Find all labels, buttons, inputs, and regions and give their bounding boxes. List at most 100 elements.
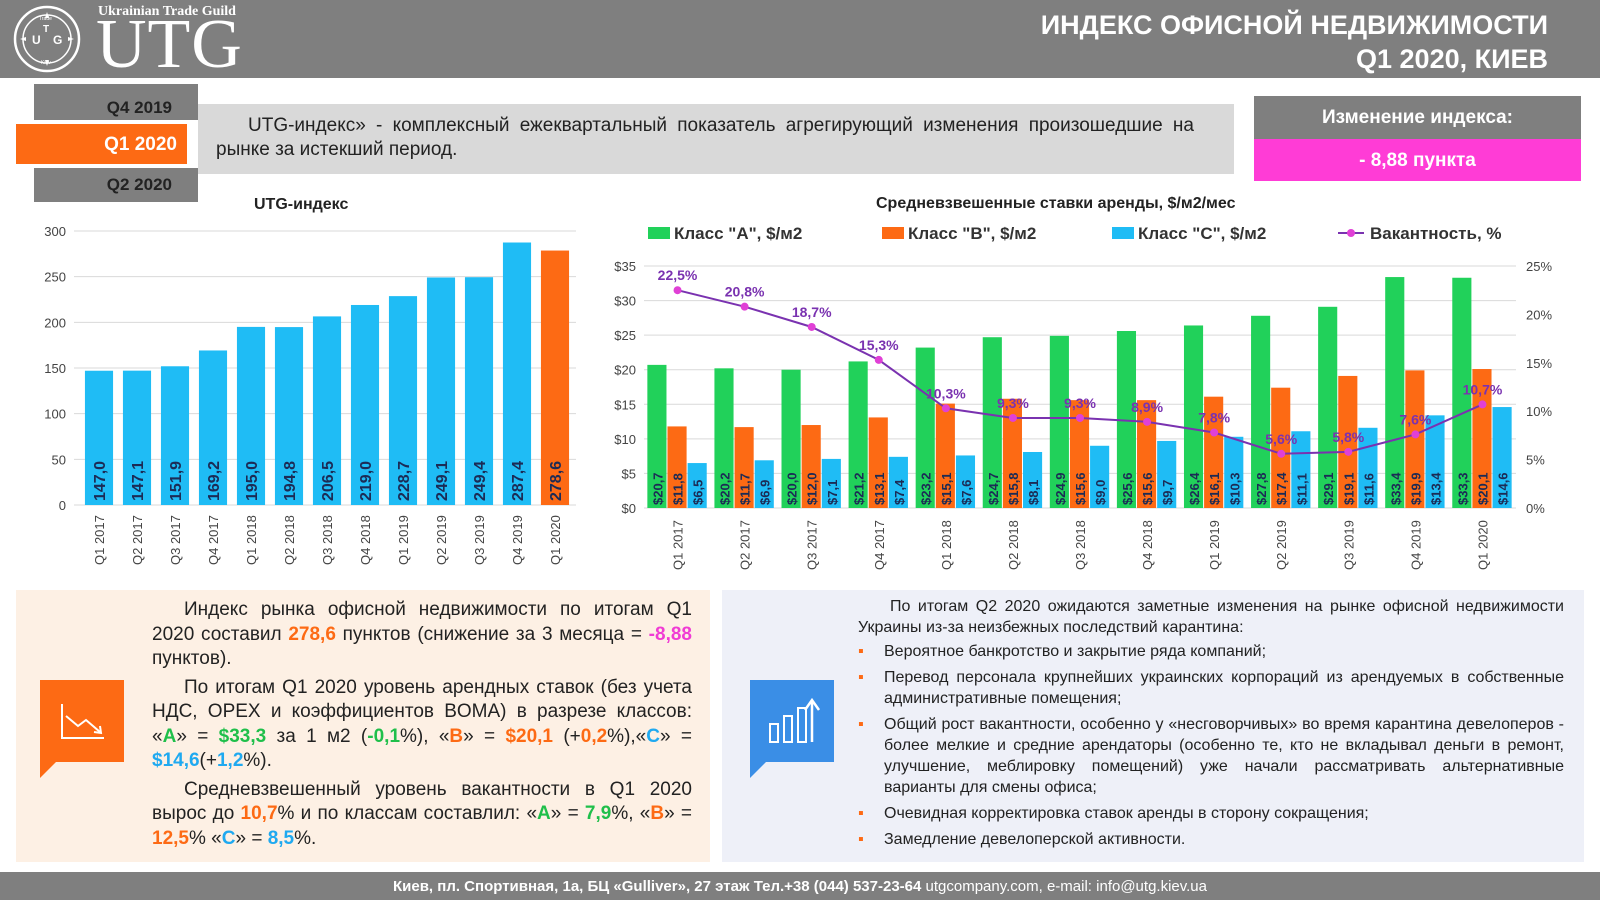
x-tick-label: Q2 2017: [738, 520, 753, 570]
bar: [801, 425, 821, 508]
legend-label: Класс "С", $/м2: [1138, 224, 1266, 243]
quarter-prev-button[interactable]: Q4 2019: [34, 84, 198, 120]
data-label: $14,6: [1496, 472, 1511, 505]
data-label: $20,2: [717, 472, 732, 505]
y-tick-label: 100: [44, 407, 66, 422]
bar: [1049, 335, 1069, 508]
bar: [982, 337, 1002, 508]
legend-label: Класс "В", $/м2: [908, 224, 1036, 243]
data-label: 249,4: [472, 461, 489, 501]
y-tick-label: $0: [622, 501, 636, 516]
vacancy-label: 7,8%: [1198, 409, 1230, 425]
rent-rates-chart: $0 $5 $10 $15 $20 $25 $30 $35 0% 5% 10% 15% 20% 25% Кл…: [614, 224, 1552, 570]
data-label: $15,8: [1006, 472, 1021, 505]
summary-rent-text: По итогам Q1 2020 уровень арендных ставо…: [152, 676, 692, 772]
bar: [274, 327, 304, 505]
list-item: ▪ Общий рост вакантности, особенно у «нес…: [858, 716, 1564, 796]
data-label: $33,3: [1455, 472, 1470, 505]
rent-rates-chart-title: Средневзвешенные ставки аренды, $/м2/мес: [876, 195, 1236, 212]
legend-marker: [1347, 229, 1355, 237]
y-tick-label: $35: [614, 259, 636, 274]
bar: [1204, 396, 1224, 508]
bar: [1271, 387, 1291, 508]
footer: Киев, пл. Спортивная, 1а, БЦ «Gulliver»,…: [0, 872, 1600, 900]
vacancy-label: 9,3%: [997, 395, 1029, 411]
y2-tick-label: 15%: [1526, 356, 1552, 371]
vacancy-point: [1076, 413, 1084, 422]
x-tick-label: Q1 2019: [396, 515, 411, 565]
bar: [1385, 277, 1405, 508]
vacancy-label: 15,3%: [859, 337, 899, 353]
footer-contacts[interactable]: utgcompany.com, e-mail: info@utg.kiev.ua: [921, 878, 1207, 895]
emblem-letter: G: [53, 33, 62, 47]
bar: [1090, 445, 1110, 508]
legend-marker: [648, 227, 670, 239]
vacancy-point: [874, 355, 883, 364]
bar: [1318, 306, 1338, 508]
data-label: 278,6: [548, 461, 565, 501]
data-label: $20,0: [785, 472, 800, 505]
data-label: $20,1: [1475, 472, 1490, 505]
x-tick-label: Q4 2019: [510, 515, 525, 565]
forecast-panel: По итогам Q2 2020 ожидаются заметные изм…: [722, 590, 1584, 862]
legend-marker: [1112, 227, 1134, 239]
bar: [1425, 415, 1445, 508]
forecast-list: ▪ Вероятное банкротство и закрытие ряда к…: [858, 641, 1564, 850]
bar: [1022, 451, 1043, 508]
list-item: ▪ Очевидная корректировка ставок аренды в…: [858, 805, 1369, 822]
vacancy-label: 8,9%: [1131, 399, 1163, 415]
utg-index-chart: 0 50 100 150 200 250 300 147,0 Q1 2017 147,1 Q2 20…: [44, 224, 576, 565]
quarter-current-button[interactable]: Q1 2020: [16, 124, 187, 164]
legend-marker: [882, 227, 904, 239]
vacancy-point: [807, 322, 816, 331]
data-label: $20,7: [650, 472, 665, 505]
x-tick-label: Q2 2018: [1006, 520, 1021, 570]
data-label: 151,9: [168, 461, 185, 501]
x-tick-label: Q3 2018: [1073, 520, 1088, 570]
y2-tick-label: 0%: [1526, 501, 1545, 516]
data-label: 219,0: [358, 461, 375, 501]
x-tick-label: Q1 2019: [1207, 520, 1222, 570]
x-tick-label: Q1 2020: [1475, 520, 1490, 570]
data-label: $7,1: [825, 480, 840, 505]
x-tick-label: Q1 2018: [244, 515, 259, 565]
data-label: $17,4: [1274, 472, 1289, 505]
vacancy-point: [673, 286, 682, 295]
vacancy-point: [941, 404, 950, 413]
bullet-icon: ▪: [858, 669, 864, 686]
data-label: 287,4: [510, 461, 527, 501]
x-tick-label: Q1 2018: [939, 520, 954, 570]
emblem-word: Kiev: [41, 60, 51, 66]
vacancy-label: 10,3%: [926, 385, 966, 401]
x-tick-label: Q2 2019: [1274, 520, 1289, 570]
x-tick-label: Q4 2018: [358, 515, 373, 565]
emblem-letter: U: [32, 33, 41, 47]
data-label: $25,6: [1120, 472, 1135, 505]
x-tick-label: Q3 2019: [1341, 520, 1356, 570]
x-tick-label: Q3 2019: [472, 515, 487, 565]
data-label: $11,8: [671, 473, 686, 505]
bar: [754, 460, 774, 508]
data-label: $11,1: [1294, 473, 1309, 505]
bar: [1137, 400, 1157, 508]
x-tick-label: Q2 2019: [434, 515, 449, 565]
bar: [122, 370, 152, 505]
y2-tick-label: 20%: [1526, 307, 1552, 322]
utg-logo[interactable]: U T G Trade Kiev Ukrainian Trade Guild U…: [12, 2, 252, 80]
data-label: $15,1: [939, 472, 954, 505]
bar: [734, 427, 754, 508]
x-tick-label: Q2 2018: [282, 515, 297, 565]
y-tick-label: 150: [44, 361, 66, 376]
bar: [1183, 325, 1204, 508]
bar: [1251, 315, 1271, 508]
list-item: ▪ Перевод персонала крупнейших украинских…: [858, 669, 1564, 707]
vacancy-label: 5,6%: [1265, 431, 1297, 447]
bar: [667, 426, 687, 508]
data-label: $8,1: [1026, 480, 1041, 505]
data-label: $16,1: [1207, 472, 1222, 505]
vacancy-label: 5,8%: [1332, 429, 1364, 445]
quarter-next-button[interactable]: Q2 2020: [34, 168, 198, 202]
bar: [426, 277, 456, 505]
bar: [1338, 375, 1358, 508]
vacancy-point: [1008, 413, 1017, 422]
